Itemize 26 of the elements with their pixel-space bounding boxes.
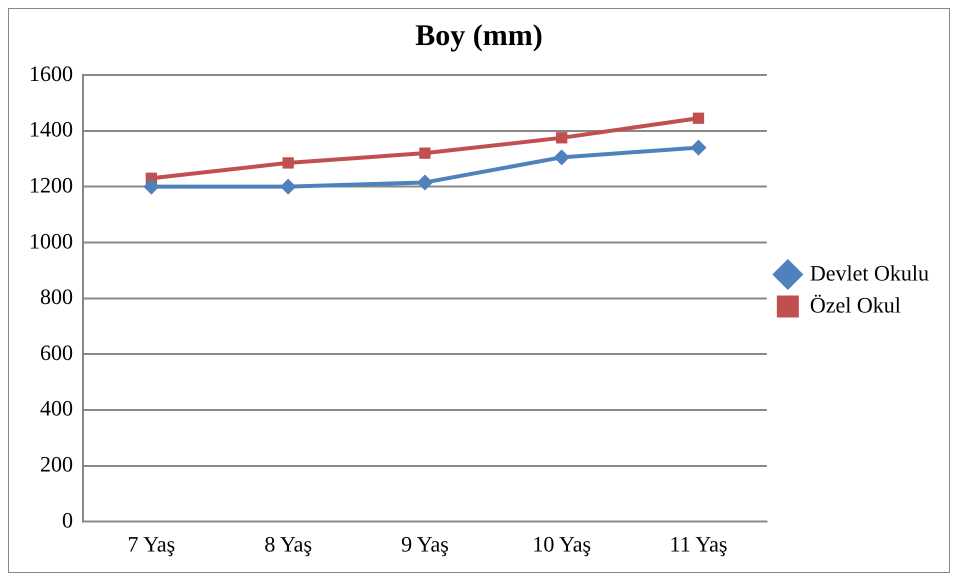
point: [554, 149, 570, 166]
y-tick-label: 400: [40, 396, 73, 421]
x-tick-label: 7 Yaş: [128, 532, 176, 557]
y-tick-label: 0: [62, 507, 73, 532]
point: [556, 132, 568, 144]
y-tick-label: 1400: [29, 116, 73, 142]
y-tick-label: 200: [40, 452, 73, 477]
point: [280, 178, 296, 195]
y-tick-label: 1600: [29, 60, 73, 86]
y-tick-label: 800: [40, 284, 73, 310]
legend-label: Devlet Okulu: [810, 260, 930, 286]
y-tick-label: 1000: [29, 228, 73, 254]
legend-label: Özel Okul: [810, 292, 901, 318]
y-tick-label: 1200: [29, 172, 73, 198]
point: [143, 178, 160, 195]
chart-title: Boy (mm): [415, 18, 543, 52]
point: [416, 174, 433, 190]
x-tick-label: 11 Yaş: [670, 532, 728, 557]
x-tick-label: 8 Yaş: [264, 532, 312, 557]
x-tick-label: 10 Yaş: [532, 532, 592, 557]
point: [419, 148, 431, 159]
point: [282, 157, 294, 169]
x-tick-label: 9 Yaş: [401, 532, 449, 557]
point: [690, 140, 706, 156]
point: [692, 112, 704, 124]
y-tick-label: 600: [40, 340, 73, 365]
